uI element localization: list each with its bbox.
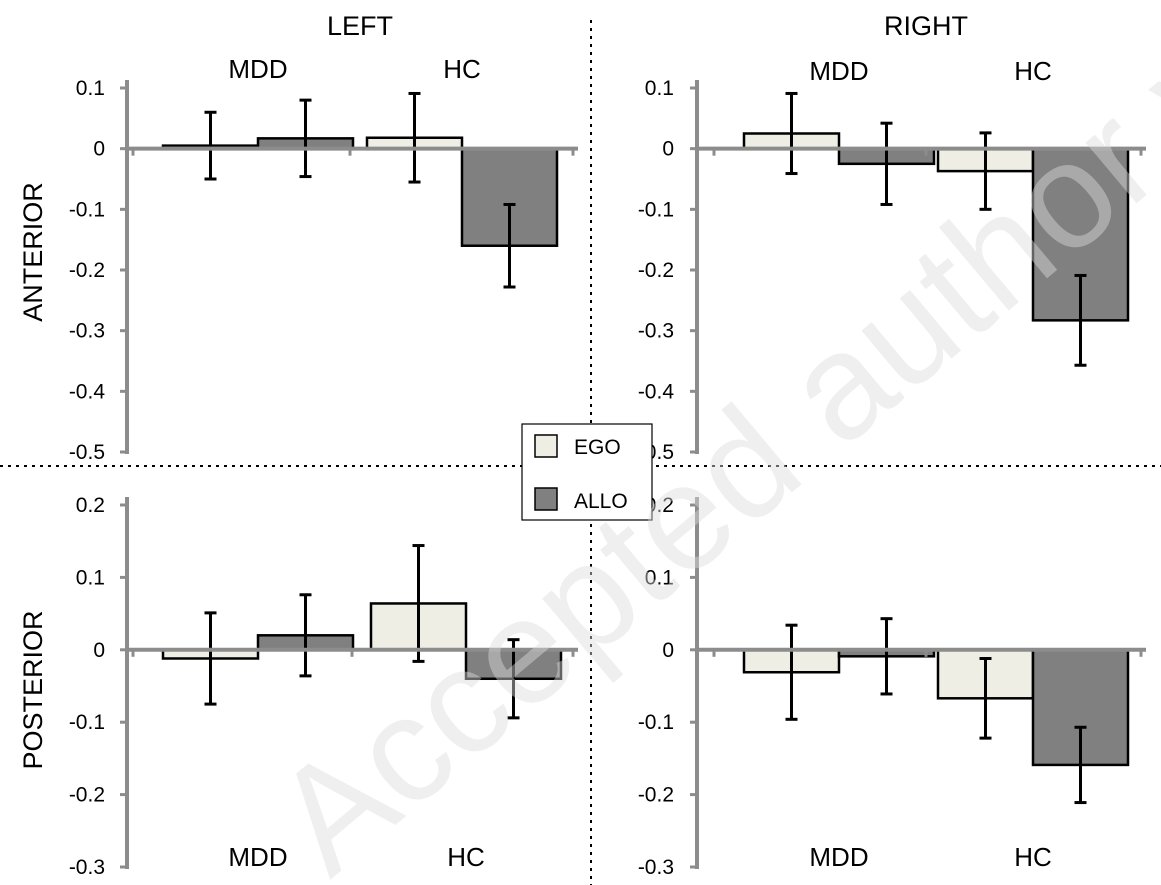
y-tick-label: -0.4 — [69, 380, 106, 403]
group-label-mdd: MDD — [228, 54, 287, 84]
group-label-hc: HC — [443, 54, 481, 84]
group-label-mdd: MDD — [809, 56, 868, 86]
y-tick-label: -0.1 — [69, 711, 105, 734]
header-right: RIGHT — [884, 11, 968, 41]
row-label-anterior: ANTERIOR — [18, 182, 48, 322]
chart-panels: 0.1 0 -0.1 -0.2 -0.3 -0.4 -0.5 MDD HC 0.1 0 -0.1 -0.… — [69, 54, 1146, 879]
panel-left-anterior: 0.1 0 -0.1 -0.2 -0.3 -0.4 -0.5 MDD HC — [69, 54, 578, 464]
y-tick-label: -0.4 — [638, 380, 675, 403]
y-tick-label: 0.1 — [645, 77, 674, 100]
panel-left-posterior: 0.2 0.1 0 -0.1 -0.2 -0.3 MDD HC — [69, 494, 578, 879]
watermark: Accepted author version — [243, 0, 1161, 885]
y-tick-label: -0.1 — [638, 198, 674, 221]
y-tick-label: -0.3 — [69, 856, 105, 879]
y-tick-label: -0.3 — [638, 856, 674, 879]
y-tick-label: -0.2 — [69, 259, 105, 282]
y-tick-label: -0.2 — [638, 784, 674, 807]
y-tick-label: -0.5 — [69, 441, 105, 464]
y-tick-label: 0 — [93, 639, 105, 662]
y-tick-label: -0.3 — [69, 320, 105, 343]
header-left: LEFT — [327, 11, 393, 41]
y-tick-label: 0.1 — [76, 566, 105, 589]
y-tick-label: -0.3 — [638, 320, 674, 343]
legend-label-allo: ALLO — [574, 490, 628, 513]
y-tick-label: 0.2 — [76, 494, 105, 517]
y-tick-label: 0 — [662, 138, 674, 161]
group-label-hc: HC — [447, 842, 485, 872]
row-label-posterior: POSTERIOR — [18, 610, 48, 769]
legend-label-ego: EGO — [574, 436, 621, 459]
group-label-mdd: MDD — [809, 842, 868, 872]
legend-swatch-allo — [534, 487, 558, 511]
y-tick-label: 0 — [93, 138, 105, 161]
y-tick-label: 0 — [662, 639, 674, 662]
y-tick-label: -0.1 — [638, 711, 674, 734]
y-tick-label: 0.1 — [645, 566, 674, 589]
legend-swatch-ego — [534, 434, 558, 458]
legend: EGO ALLO — [521, 423, 653, 521]
y-tick-label: 0.1 — [76, 77, 105, 100]
y-tick-label: -0.1 — [69, 198, 105, 221]
y-tick-label: -0.2 — [638, 259, 674, 282]
group-label-hc: HC — [1014, 842, 1052, 872]
group-label-hc: HC — [1014, 56, 1052, 86]
panel-right-posterior: 0.20.10-0.1-0.2-0.3 MDD HC — [638, 494, 1146, 879]
group-label-mdd: MDD — [228, 842, 287, 872]
y-tick-label: -0.2 — [69, 784, 105, 807]
